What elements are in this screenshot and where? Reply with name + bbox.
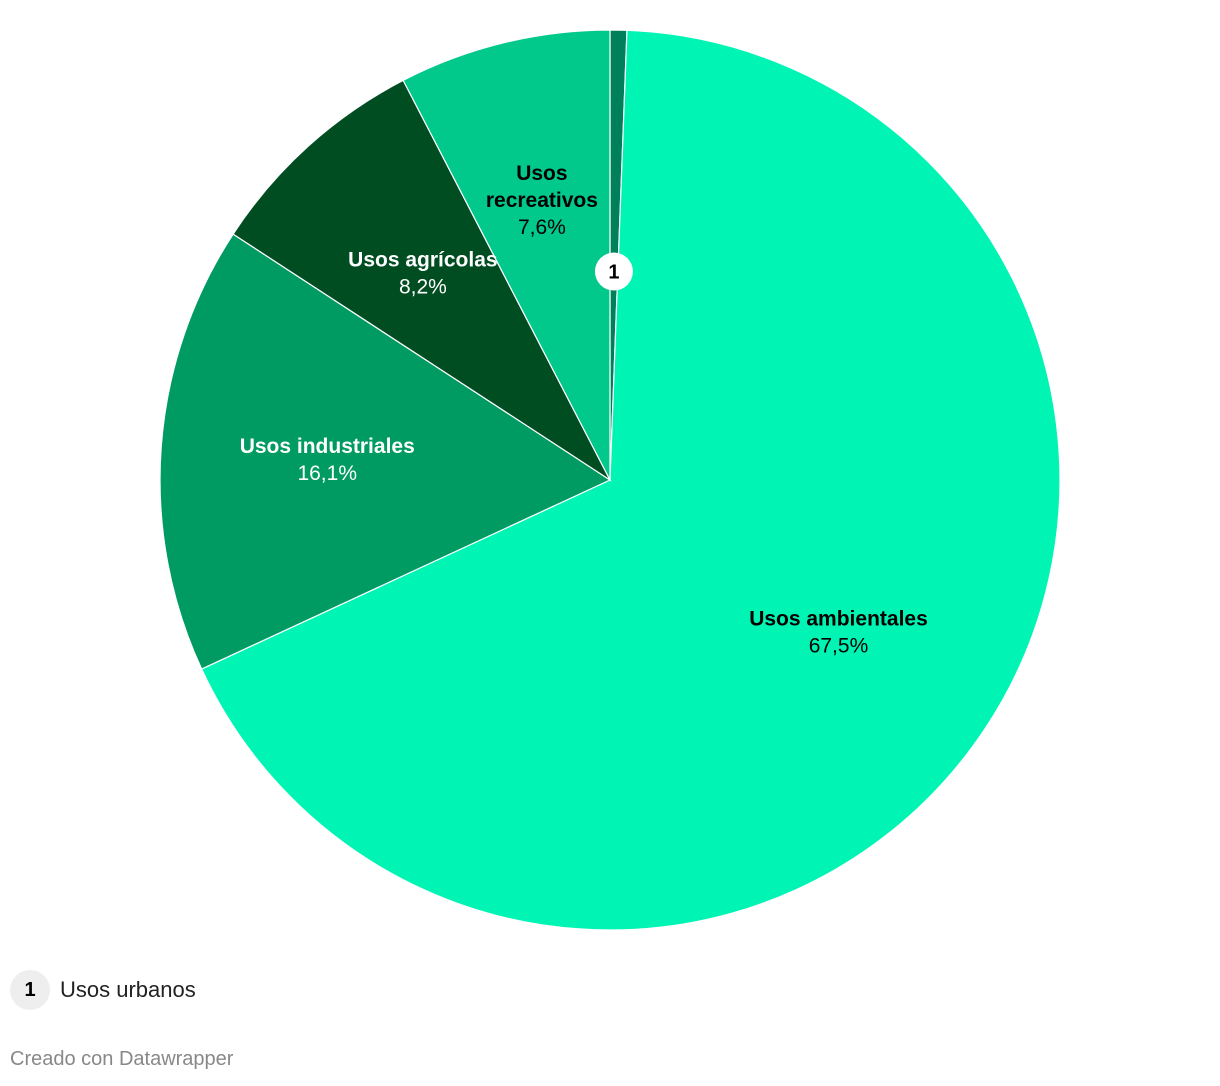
slice-label-recreativos-line2: recreativos xyxy=(486,189,598,212)
legend-label: Usos urbanos xyxy=(60,977,196,1002)
slice-marker-label: 1 xyxy=(608,262,619,284)
slice-label-ambientales: Usos ambientales xyxy=(749,608,928,631)
pie-slice-agricolas[interactable] xyxy=(232,79,612,482)
slice-value-industriales: 16,1% xyxy=(297,462,357,485)
pie-slice-recreativos[interactable] xyxy=(402,29,611,481)
pie-slice-ambientales[interactable] xyxy=(200,29,1061,931)
slice-label-agricolas: Usos agrícolas xyxy=(348,249,497,272)
slice-label-recreativos-line1: Usos xyxy=(516,162,567,185)
legend: 1 Usos urbanos xyxy=(10,970,196,1010)
pie-labels: 1 Usos ambientales 67,5% Usos industriales 1… xyxy=(240,162,928,657)
footer-credit[interactable]: Creado con Datawrapper xyxy=(10,1048,234,1070)
pie-slices xyxy=(159,29,1061,931)
pie-slice-industriales[interactable] xyxy=(159,233,612,670)
legend-marker: 1 xyxy=(10,970,50,1010)
slice-value-recreativos: 7,6% xyxy=(518,216,566,239)
slice-label-industriales: Usos industriales xyxy=(240,435,415,458)
slice-value-ambientales: 67,5% xyxy=(809,635,869,658)
pie-chart: 1 Usos ambientales 67,5% Usos industriales 1… xyxy=(159,29,1061,931)
slice-marker-circle xyxy=(594,252,633,291)
slice-value-agricolas: 8,2% xyxy=(399,276,447,299)
